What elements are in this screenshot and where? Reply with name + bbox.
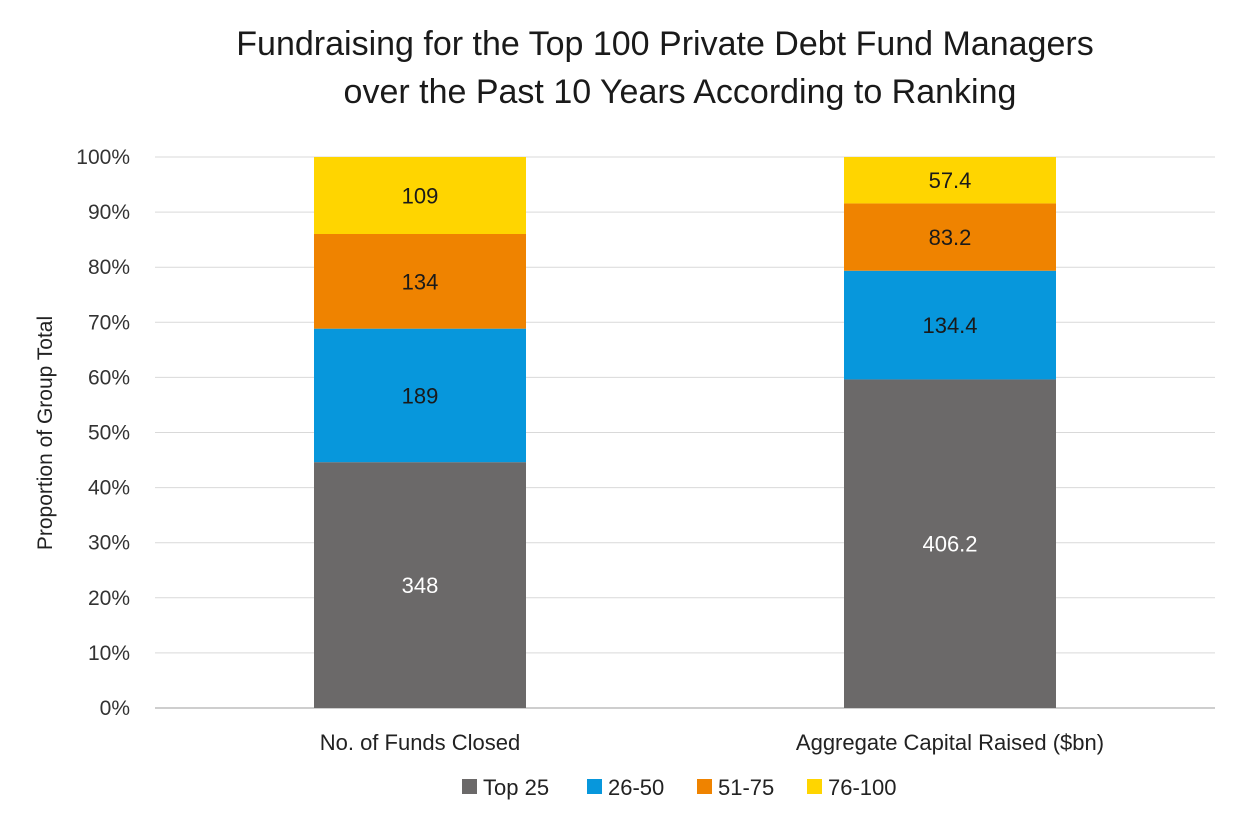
y-axis-tick-labels: 0% 10% 20% 30% 40% 50% 60% 70% 80% 90% 100% [76,146,130,720]
legend-item: Top 25 [462,775,549,800]
legend-swatch [587,779,602,794]
data-label: 57.4 [929,168,972,193]
bar-segment-top-25 [314,462,526,708]
x-axis-category-labels: No. of Funds Closed Aggregate Capital Rai… [320,730,1104,755]
legend-label: 51-75 [718,775,774,800]
bar-segment-26-50 [844,270,1056,380]
legend-swatch [697,779,712,794]
bar-segment-76-100 [314,157,526,234]
x-category-label: No. of Funds Closed [320,730,521,755]
legend-label: 26-50 [608,775,664,800]
y-tick-label: 10% [88,642,130,665]
chart-title: Fundraising for the Top 100 Private Debt… [236,25,1093,111]
x-category-label: Aggregate Capital Raised ($bn) [796,730,1104,755]
legend-swatch [462,779,477,794]
legend-item: 76-100 [807,775,897,800]
data-label: 83.2 [929,225,972,250]
data-label: 406.2 [922,532,977,557]
chart-title-line-1: Fundraising for the Top 100 Private Debt… [236,25,1093,63]
data-label: 134 [402,269,439,294]
legend: Top 25 26-50 51-75 76-100 [462,775,897,800]
y-tick-label: 90% [88,201,130,224]
y-tick-label: 60% [88,366,130,389]
data-label: 189 [402,383,439,408]
y-tick-label: 0% [100,697,130,720]
y-axis-label: Proportion of Group Total [34,316,57,550]
legend-label: 76-100 [828,775,897,800]
y-tick-label: 100% [76,146,130,169]
bar-segment-26-50 [314,328,526,463]
legend-item: 26-50 [587,775,664,800]
bar-segment-51-75 [314,233,526,329]
y-tick-label: 40% [88,477,130,500]
y-tick-label: 50% [88,422,130,445]
y-tick-label: 80% [88,256,130,279]
legend-label: Top 25 [483,775,549,800]
data-labels: 348 189 134 109 406.2 134.4 83.2 57.4 [402,168,978,598]
bar-segments [314,157,1056,708]
data-label: 134.4 [922,313,977,338]
bar-segment-51-75 [844,203,1056,271]
bar-segment-76-100 [844,157,1056,204]
y-tick-label: 70% [88,311,130,334]
legend-item: 51-75 [697,775,774,800]
y-tick-label: 20% [88,587,130,610]
legend-swatch [807,779,822,794]
y-tick-label: 30% [88,532,130,555]
bar-segment-top-25 [844,379,1056,708]
chart-title-line-2: over the Past 10 Years According to Rank… [344,73,1017,111]
data-label: 348 [402,573,439,598]
data-label: 109 [402,183,439,208]
